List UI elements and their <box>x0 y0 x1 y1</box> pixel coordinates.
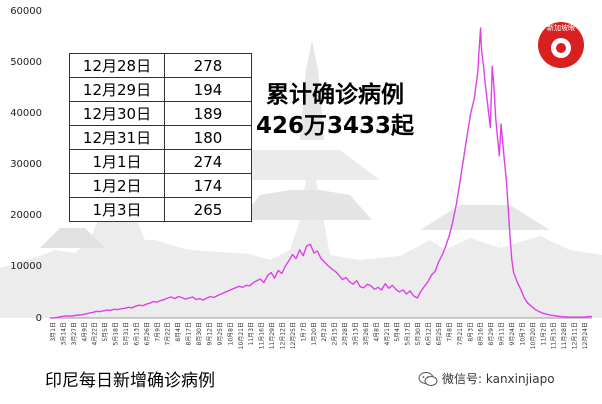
y-axis: 0 10000 20000 30000 40000 50000 60000 <box>10 6 42 324</box>
x-tick-label: 6月12日 <box>426 322 433 345</box>
x-tick-label: 8月4日 <box>175 322 182 342</box>
table-cell-value: 189 <box>164 101 252 126</box>
x-axis-tick-labels: 3月1日 3月14日 3月27日 4月9日 4月22日 5月5日 5月18日 5月31日 6月1… <box>50 322 589 349</box>
brand-logo: 新加坡眼 <box>538 22 584 68</box>
y-tick-label: 40000 <box>10 108 42 119</box>
x-tick-label: 7月8日 <box>446 322 453 342</box>
cumulative-cases-headline: 累计确诊病例 426万3433起 <box>230 80 440 142</box>
x-tick-label: 2月15日 <box>332 322 339 345</box>
wechat-icon <box>418 371 438 386</box>
x-tick-label: 4月21日 <box>384 322 391 345</box>
table-cell-date: 1月2日 <box>69 173 165 198</box>
x-tick-label: 11月28日 <box>561 322 568 349</box>
table-cell-date: 12月29日 <box>69 77 165 102</box>
x-tick-label: 6月25日 <box>436 322 443 345</box>
x-tick-label: 5月5日 <box>102 322 109 342</box>
x-tick-label: 3月14日 <box>60 322 67 345</box>
table-row: 12月28日 278 <box>69 53 252 78</box>
table-cell-date: 12月28日 <box>69 53 165 78</box>
x-tick-label: 8月3日 <box>467 322 474 342</box>
x-tick-label: 3月27日 <box>71 322 78 345</box>
x-tick-label: 5月30日 <box>415 322 422 345</box>
table-cell-value: 194 <box>164 77 252 102</box>
x-tick-label: 1月7日 <box>300 322 307 342</box>
x-tick-label: 11月16日 <box>259 322 266 349</box>
x-tick-label: 10月8日 <box>227 322 234 345</box>
x-tick-label: 3月13日 <box>353 322 360 345</box>
table-cell-date: 12月31日 <box>69 125 165 150</box>
table-cell-date: 12月30日 <box>69 101 165 126</box>
x-tick-label: 4月8日 <box>373 322 380 342</box>
x-tick-label: 9月11日 <box>499 322 506 345</box>
headline-line-2: 426万3433起 <box>255 113 415 139</box>
x-tick-label: 5月17日 <box>405 322 412 345</box>
x-tick-label: 11月29日 <box>269 322 276 349</box>
x-tick-label: 9月12日 <box>207 322 214 345</box>
y-tick-label: 60000 <box>10 6 42 17</box>
x-tick-label: 4月9日 <box>81 322 88 342</box>
x-tick-label: 5月18日 <box>113 322 120 345</box>
y-tick-label: 0 <box>36 313 42 324</box>
logo-text: 新加坡眼 <box>547 23 575 32</box>
background-skyline <box>0 40 602 318</box>
x-tick-label: 10月20日 <box>530 322 537 349</box>
x-tick-label: 5月31日 <box>123 322 130 345</box>
x-tick-label: 9月25日 <box>217 322 224 345</box>
table-row: 1月3日 265 <box>69 197 252 222</box>
x-tick-label: 6月13日 <box>134 322 141 345</box>
x-tick-label: 12月12日 <box>280 322 287 349</box>
x-tick-label: 7月21日 <box>457 322 464 345</box>
x-tick-label: 4月22日 <box>92 322 99 345</box>
x-tick-label: 8月16日 <box>478 322 485 345</box>
x-tick-label: 7月9日 <box>154 322 161 342</box>
table-cell-date: 1月1日 <box>69 149 165 174</box>
x-tick-label: 5月4日 <box>394 322 401 342</box>
x-tick-label: 12月11日 <box>572 322 579 349</box>
table-cell-value: 265 <box>164 197 252 222</box>
y-tick-label: 30000 <box>10 159 42 170</box>
x-tick-label: 3月1日 <box>50 322 57 342</box>
table-cell-value: 180 <box>164 125 252 150</box>
x-tick-label: 8月29日 <box>488 322 495 345</box>
table-cell-date: 1月3日 <box>69 197 165 222</box>
series-line <box>49 27 592 319</box>
x-tick-label: 10月21日 <box>238 322 245 349</box>
x-tick-label: 8月17日 <box>186 322 193 345</box>
headline-line-1: 累计确诊病例 <box>266 82 404 108</box>
x-tick-label: 11月15日 <box>551 322 558 349</box>
x-tick-label: 11月2日 <box>540 322 547 345</box>
table-cell-value: 274 <box>164 149 252 174</box>
wechat-credit-text: 微信号: kanxinjiapo <box>442 372 555 386</box>
table-row: 12月30日 189 <box>69 101 252 126</box>
x-tick-label: 7月22日 <box>165 322 172 345</box>
y-tick-label: 50000 <box>10 57 42 68</box>
x-tick-label: 6月26日 <box>144 322 151 345</box>
y-tick-label: 20000 <box>10 210 42 221</box>
x-tick-label: 8月30日 <box>196 322 203 345</box>
table-row: 12月29日 194 <box>69 77 252 102</box>
table-row: 12月31日 180 <box>69 125 252 150</box>
x-tick-label: 12月25日 <box>290 322 297 349</box>
x-tick-label: 2月2日 <box>321 322 328 342</box>
table-cell-value: 174 <box>164 173 252 198</box>
x-tick-label: 3月26日 <box>363 322 370 345</box>
x-tick-label: 10月7日 <box>519 322 526 345</box>
table-row: 1月1日 274 <box>69 149 252 174</box>
x-tick-label: 1月20日 <box>311 322 318 345</box>
table-row: 1月2日 174 <box>69 173 252 198</box>
y-tick-label: 10000 <box>10 261 42 272</box>
x-tick-label: 12月24日 <box>582 322 589 349</box>
x-tick-label: 2月28日 <box>342 322 349 345</box>
x-tick-label: 9月24日 <box>509 322 516 345</box>
wechat-credit: 微信号: kanxinjiapo <box>418 370 555 387</box>
recent-cases-table: 12月28日 278 12月29日 194 12月30日 189 12月31日 180 … <box>69 53 252 222</box>
chart-caption: 印尼每日新增确诊病例 <box>45 371 215 391</box>
table-cell-value: 278 <box>164 53 252 78</box>
x-tick-label: 11月3日 <box>248 322 255 345</box>
